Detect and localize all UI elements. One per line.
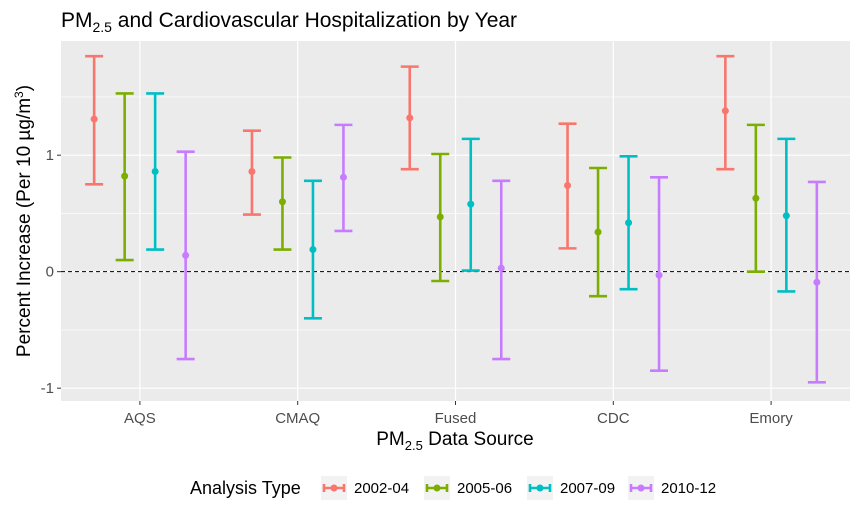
errorbar-2005-06-CDC xyxy=(589,166,608,298)
errorbar-2007-09-CMAQ xyxy=(303,179,322,320)
point-estimate xyxy=(436,213,444,221)
legend-key-point xyxy=(330,484,338,492)
errorbar-2010-12-CMAQ xyxy=(334,123,353,233)
point-estimate xyxy=(121,172,129,180)
legend-title: Analysis Type xyxy=(190,478,301,498)
y-axis-title: Percent Increase (Per 10 µg/m3) xyxy=(12,85,35,357)
errorbar-2010-12-AQS xyxy=(176,150,195,361)
point-estimate xyxy=(90,115,98,123)
errorbar-2002-04-Emory xyxy=(716,54,735,171)
x-title-subscript: 2.5 xyxy=(405,438,423,453)
title-subscript: 2.5 xyxy=(93,19,113,35)
x-title-main: PM xyxy=(376,429,405,450)
legend-key-point xyxy=(433,484,441,492)
errorbar-2002-04-AQS xyxy=(85,54,104,186)
y-tick-label: 0 xyxy=(46,264,54,281)
legend-item-2010-12: 2010-12 xyxy=(628,476,716,500)
point-estimate xyxy=(497,264,505,272)
y-tick-label: 1 xyxy=(46,147,54,164)
errorbar-2007-09-Fused xyxy=(461,137,480,272)
x-tick-label: CDC xyxy=(597,410,630,427)
point-estimate xyxy=(564,181,572,189)
point-estimate xyxy=(752,194,760,202)
error-bars xyxy=(85,54,826,384)
legend-key-point xyxy=(637,484,645,492)
legend-item-2005-06: 2005-06 xyxy=(424,476,512,500)
errorbar-2005-06-AQS xyxy=(115,92,134,262)
legend-label: 2005-06 xyxy=(457,480,512,497)
point-estimate xyxy=(782,212,790,220)
legend-label: 2010-12 xyxy=(661,480,716,497)
x-title-rest: Data Source xyxy=(423,429,534,450)
x-axis-title: PM2.5 Data Source xyxy=(376,429,533,453)
legend-item-2002-04: 2002-04 xyxy=(321,476,409,500)
legend-key-point xyxy=(536,484,544,492)
legend: 2002-04 2005-06 2007-09 2010-12 xyxy=(321,476,716,500)
errorbar-2010-12-Emory xyxy=(807,180,826,384)
errorbar-2005-06-CMAQ xyxy=(273,156,292,251)
x-tick-label: Emory xyxy=(749,410,793,427)
point-estimate xyxy=(655,271,663,279)
point-estimate xyxy=(151,167,159,175)
y-tick-label: -1 xyxy=(41,380,54,397)
errorbar-2010-12-CDC xyxy=(650,176,669,373)
point-estimate xyxy=(182,251,190,259)
point-estimate xyxy=(406,114,414,122)
errorbar-2007-09-Emory xyxy=(777,137,796,293)
chart-title: PM2.5 and Cardiovascular Hospitalization… xyxy=(61,9,517,35)
point-estimate xyxy=(467,200,475,208)
point-estimate xyxy=(248,167,256,175)
point-estimate xyxy=(278,198,286,206)
y-title-superscript: 3 xyxy=(12,91,26,98)
x-tick-label: Fused xyxy=(435,410,477,427)
errorbar-2002-04-CMAQ xyxy=(242,129,261,216)
point-estimate xyxy=(813,278,821,286)
legend-item-2007-09: 2007-09 xyxy=(527,476,615,500)
errorbar-2005-06-Emory xyxy=(746,123,765,273)
x-tick-label: AQS xyxy=(124,410,156,427)
y-title-pre: Percent Increase (Per 10 µg/m xyxy=(14,98,35,357)
major-gridlines xyxy=(61,41,850,401)
x-axis-ticks: AQS CMAQ Fused CDC Emory xyxy=(124,401,793,427)
title-main: PM xyxy=(61,9,93,32)
x-tick-label: CMAQ xyxy=(275,410,320,427)
point-estimate xyxy=(309,246,317,254)
errorbar-2002-04-CDC xyxy=(558,122,577,250)
legend-label: 2002-04 xyxy=(354,480,409,497)
y-title-post: ) xyxy=(14,85,35,91)
legend-label: 2007-09 xyxy=(560,480,615,497)
point-estimate xyxy=(625,219,633,227)
errorbar-2007-09-AQS xyxy=(146,92,165,251)
y-axis-ticks: -1 0 1 xyxy=(41,147,61,397)
point-estimate xyxy=(721,107,729,115)
errorbar-2010-12-Fused xyxy=(492,179,511,361)
title-rest: and Cardiovascular Hospitalization by Ye… xyxy=(112,9,517,32)
point-estimate xyxy=(594,228,602,236)
errorbar-2007-09-CDC xyxy=(619,155,638,291)
point-estimate xyxy=(339,173,347,181)
errorbar-2002-04-Fused xyxy=(400,65,419,171)
errorbar-2005-06-Fused xyxy=(431,152,450,283)
